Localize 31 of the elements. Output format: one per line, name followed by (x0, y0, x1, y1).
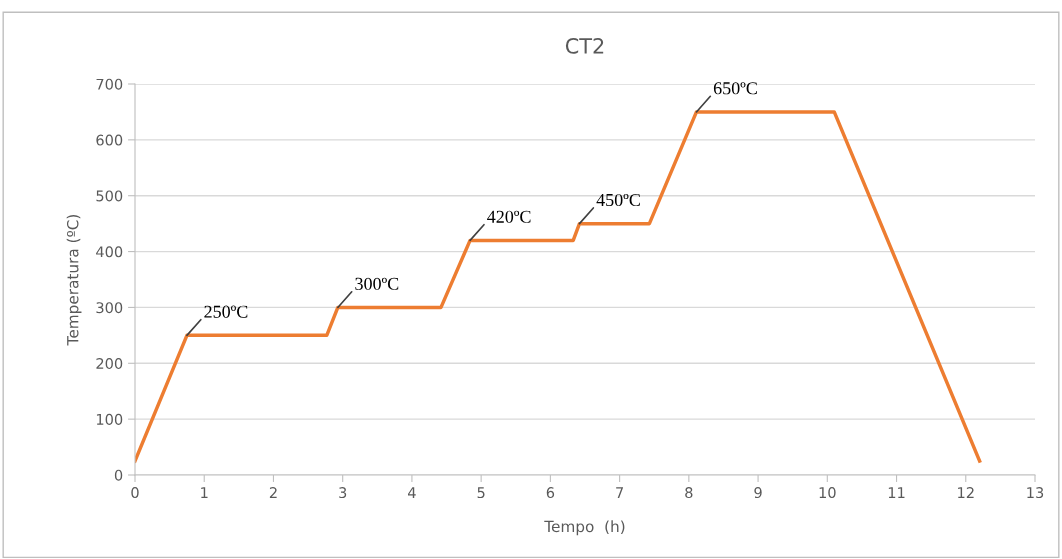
x-tick-label: 11 (888, 487, 905, 498)
annotation: 420ºC (487, 210, 531, 223)
y-tick-label: 400 (96, 246, 123, 258)
x-tick-label: 9 (754, 487, 762, 499)
line-series (135, 110, 982, 463)
x-tick-label: 5 (477, 487, 485, 499)
x-tick-label: 1 (201, 487, 208, 498)
x-tick-label: 13 (1027, 487, 1044, 499)
y-tick-label: 100 (96, 413, 123, 425)
y-tick-label: 0 (114, 469, 123, 481)
annotation: 450ºC (596, 193, 640, 207)
x-tick-label: 3 (339, 487, 347, 499)
x-tick-label: 10 (819, 487, 836, 499)
x-tick-label: 0 (131, 487, 139, 499)
annotation: 300ºC (355, 277, 399, 290)
x-axis-title: Tempo (h) (544, 520, 625, 536)
y-tick-label: 300 (96, 302, 123, 314)
x-tick-label: 2 (269, 487, 277, 498)
x-tick-label: 4 (408, 487, 416, 498)
y-tick-label: 600 (96, 134, 123, 146)
x-tick-label: 12 (958, 487, 974, 498)
annotation: 650ºC (713, 82, 757, 95)
y-axis-title: Temperatura (ºC) (66, 214, 82, 346)
y-tick-label: 700 (96, 78, 123, 90)
x-tick-label: 8 (685, 487, 693, 499)
chart-title: CT2 (565, 37, 604, 54)
annotation: 250ºC (204, 305, 248, 318)
y-tick-label: 200 (96, 358, 123, 370)
x-tick-label: 7 (616, 487, 624, 498)
x-tick-label: 6 (546, 487, 555, 499)
y-tick-label: 500 (96, 190, 123, 202)
